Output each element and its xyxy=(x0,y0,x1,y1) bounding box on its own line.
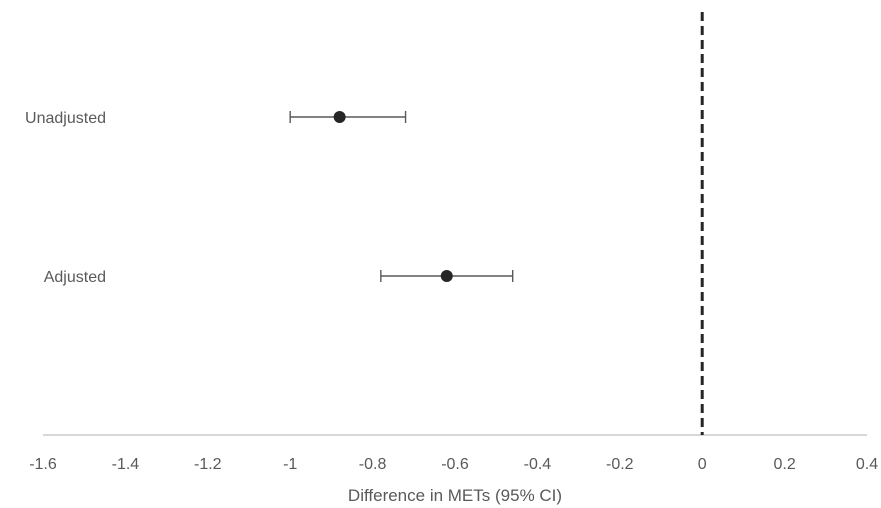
x-axis-title: Difference in METs (95% CI) xyxy=(348,486,562,505)
point-estimate-marker xyxy=(333,111,346,123)
x-tick-label: -1.4 xyxy=(112,456,140,473)
x-tick-label: -0.8 xyxy=(359,456,387,473)
x-tick-label: -0.4 xyxy=(524,456,552,473)
x-tick-label: -1 xyxy=(283,456,297,473)
x-tick-label: -0.6 xyxy=(441,456,469,473)
estimate-rows: Unadjusted Adjusted xyxy=(25,110,514,286)
point-estimate-marker xyxy=(440,270,453,282)
x-tick-labels: -1.6 -1.4 -1.2 -1 -0.8 -0.6 -0.4 -0.2 0 0.2 0.4 xyxy=(29,456,878,473)
category-label: Adjusted xyxy=(44,269,106,286)
x-tick-label: 0 xyxy=(698,456,707,473)
x-tick-label: -0.2 xyxy=(606,456,634,473)
estimate-row: Adjusted xyxy=(44,269,514,286)
x-axis: -1.6 -1.4 -1.2 -1 -0.8 -0.6 -0.4 -0.2 0 0.2 0.4 xyxy=(29,434,878,473)
category-label: Unadjusted xyxy=(25,110,106,127)
x-tick-label: -1.6 xyxy=(29,456,57,473)
x-tick-label: -1.2 xyxy=(194,456,222,473)
x-tick-label: 0.4 xyxy=(856,456,878,473)
estimate-row: Unadjusted xyxy=(25,110,407,127)
x-tick-label: 0.2 xyxy=(773,456,795,473)
